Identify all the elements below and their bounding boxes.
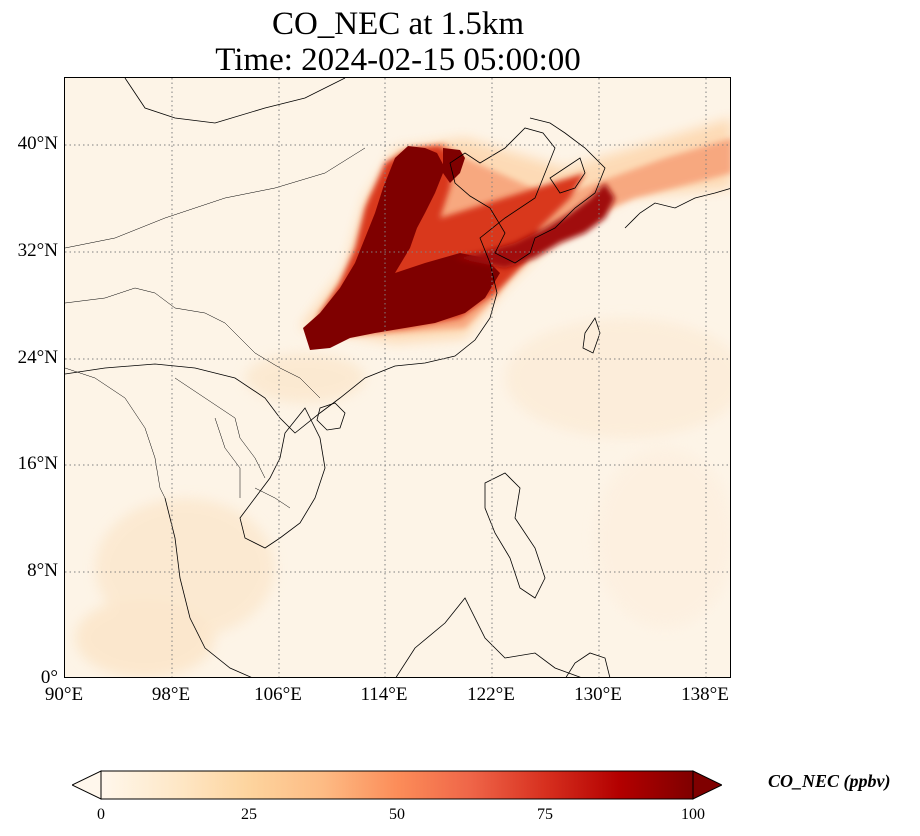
map-canvas — [65, 78, 730, 677]
colorbar-max-extend — [692, 770, 722, 800]
colorbar — [72, 770, 722, 800]
map-subtitle-time: Time: 2024-02-15 05:00:00 — [215, 42, 581, 78]
lat-tick-32n: 32°N — [17, 240, 58, 261]
lat-tick-40n: 40°N — [17, 133, 58, 154]
lat-tick-8n: 8°N — [27, 560, 58, 581]
colorbar-tick-100: 100 — [681, 806, 705, 823]
lat-tick-16n: 16°N — [17, 453, 58, 474]
colorbar-tick-25: 25 — [241, 806, 257, 823]
lat-tick-0: 0° — [40, 667, 58, 688]
colorbar-min-extend — [72, 770, 102, 800]
gridlines — [65, 78, 730, 677]
colorbar-tick-75: 75 — [537, 806, 553, 823]
lat-tick-24n: 24°N — [17, 347, 58, 368]
lon-tick-114e: 114°E — [360, 684, 408, 705]
colorbar-tick-50: 50 — [389, 806, 405, 823]
colorbar-label: CO_NEC (ppbv) — [768, 771, 891, 791]
lon-tick-98e: 98°E — [151, 684, 191, 705]
lon-tick-106e: 106°E — [254, 684, 302, 705]
map-title: CO_NEC at 1.5km — [271, 6, 525, 42]
background-haze — [75, 318, 730, 677]
coastlines — [65, 78, 730, 677]
map-panel — [64, 77, 731, 678]
colorbar-tick-0: 0 — [97, 806, 105, 823]
borders — [65, 147, 366, 509]
lon-tick-90e: 90°E — [44, 684, 84, 705]
lon-tick-122e: 122°E — [467, 684, 515, 705]
lon-tick-138e: 138°E — [681, 684, 729, 705]
colorbar-gradient — [100, 770, 694, 800]
lon-tick-130e: 130°E — [574, 684, 622, 705]
co-plume — [300, 118, 730, 350]
